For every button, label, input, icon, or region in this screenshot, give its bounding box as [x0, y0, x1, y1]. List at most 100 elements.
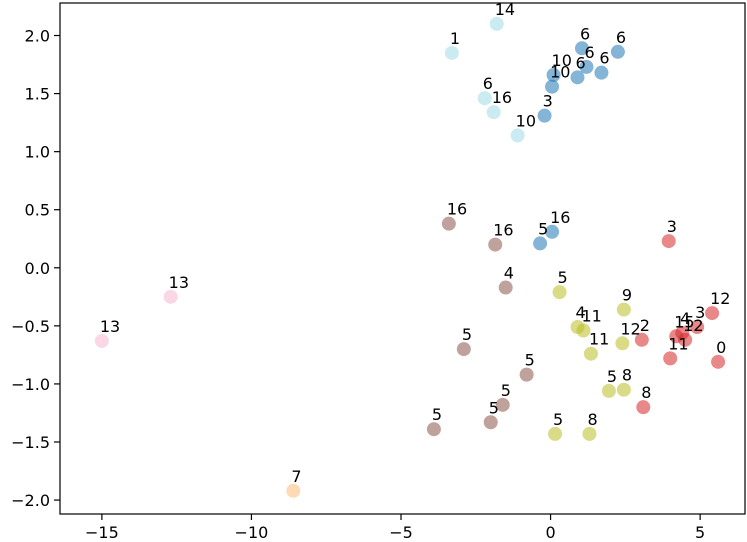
x-tick-label: −5 — [389, 523, 413, 542]
scatter-point — [594, 65, 609, 80]
scatter-point — [690, 320, 705, 335]
point-label: 0 — [716, 338, 726, 357]
scatter-point — [441, 216, 456, 231]
point-label: 16 — [550, 208, 570, 227]
y-tick-label: −1.5 — [11, 433, 50, 452]
point-label: 5 — [432, 405, 442, 424]
scatter-point — [444, 45, 459, 60]
point-label: 8 — [587, 410, 597, 429]
y-tick-label: −0.5 — [11, 317, 50, 336]
point-label: 11 — [581, 307, 601, 326]
point-label: 15 — [674, 312, 694, 331]
scatter-point — [498, 280, 513, 295]
scatter-point — [456, 342, 471, 357]
x-axis: −15 −10 −5 0 5 — [85, 514, 705, 542]
point-label: 4 — [680, 309, 690, 328]
scatter-point — [579, 59, 594, 74]
point-label: 3 — [543, 92, 553, 111]
point-label: 5 — [607, 367, 617, 386]
point-label: 16 — [447, 200, 467, 219]
point-label: 10 — [516, 111, 536, 130]
scatter-point — [634, 332, 649, 347]
points-layer — [94, 16, 726, 498]
scatter-point — [570, 70, 585, 85]
point-label: 12 — [683, 316, 703, 335]
point-label: 4 — [504, 264, 514, 283]
scatter-point — [552, 285, 567, 300]
point-label: 12 — [620, 319, 640, 338]
point-label: 4 — [575, 303, 585, 322]
scatter-point — [483, 415, 498, 430]
plot-frame — [59, 2, 746, 515]
point-label: 9 — [622, 286, 632, 305]
scatter-point — [537, 108, 552, 123]
x-tick-label: 0 — [545, 523, 555, 542]
point-label: 7 — [291, 467, 301, 486]
point-label: 5 — [558, 268, 568, 287]
x-tick-label: −15 — [85, 523, 119, 542]
point-label: 10 — [550, 63, 570, 82]
point-label: 5 — [553, 410, 563, 429]
scatter-point — [616, 302, 631, 317]
scatter-point — [583, 346, 598, 361]
scatter-point — [495, 397, 510, 412]
y-tick-label: −2.0 — [11, 491, 50, 510]
y-tick-label: 0.5 — [25, 201, 50, 220]
scatter-point — [426, 422, 441, 437]
scatter-point — [582, 426, 597, 441]
scatter-point — [519, 367, 534, 382]
scatter-point — [610, 44, 625, 59]
scatter-point — [574, 41, 589, 56]
scatter-point — [286, 483, 301, 498]
scatter-point — [548, 426, 563, 441]
scatter-point — [488, 237, 503, 252]
scatter-point — [486, 105, 501, 120]
point-label: 6 — [599, 49, 609, 68]
point-label: 6 — [616, 28, 626, 47]
scatter-point — [616, 382, 631, 397]
point-label: 3 — [667, 217, 677, 236]
point-label: 5 — [462, 325, 472, 344]
point-label: 6 — [580, 24, 590, 43]
scatter-point — [576, 323, 591, 338]
y-tick-label: −1.0 — [11, 375, 50, 394]
scatter-point — [545, 224, 560, 239]
point-label: 5 — [489, 398, 499, 417]
point-label: 14 — [495, 0, 515, 19]
point-label: 6 — [584, 43, 594, 62]
scatter-point — [489, 16, 504, 31]
point-label: 6 — [575, 53, 585, 72]
point-label: 11 — [668, 334, 688, 353]
scatter-point — [705, 306, 720, 321]
y-tick-label: 1.5 — [25, 85, 50, 104]
point-label: 3 — [695, 303, 705, 322]
scatter-point — [636, 400, 651, 415]
y-tick-label: 0.0 — [25, 259, 50, 278]
point-label: 16 — [492, 88, 512, 107]
point-label: 5 — [538, 219, 548, 238]
scatter-point — [678, 332, 693, 347]
scatter-point — [94, 333, 109, 348]
point-label: 13 — [169, 273, 189, 292]
point-label: 11 — [589, 330, 609, 349]
scatter-point — [661, 234, 676, 249]
scatter-point — [533, 236, 548, 251]
scatter-point — [601, 383, 616, 398]
scatter-point — [477, 91, 492, 106]
scatter-point — [615, 336, 630, 351]
scatter-point — [546, 68, 561, 83]
scatter-point — [545, 79, 560, 94]
x-tick-label: −10 — [235, 523, 269, 542]
point-label: 8 — [622, 366, 632, 385]
x-tick-label: 5 — [695, 523, 705, 542]
scatter-point — [711, 354, 726, 369]
point-label: 16 — [493, 221, 513, 240]
point-label: 6 — [483, 74, 493, 93]
point-label: 12 — [710, 289, 730, 308]
point-label: 10 — [552, 51, 572, 70]
point-label: 1 — [450, 29, 460, 48]
point-label: 13 — [100, 317, 120, 336]
point-label: 5 — [501, 381, 511, 400]
